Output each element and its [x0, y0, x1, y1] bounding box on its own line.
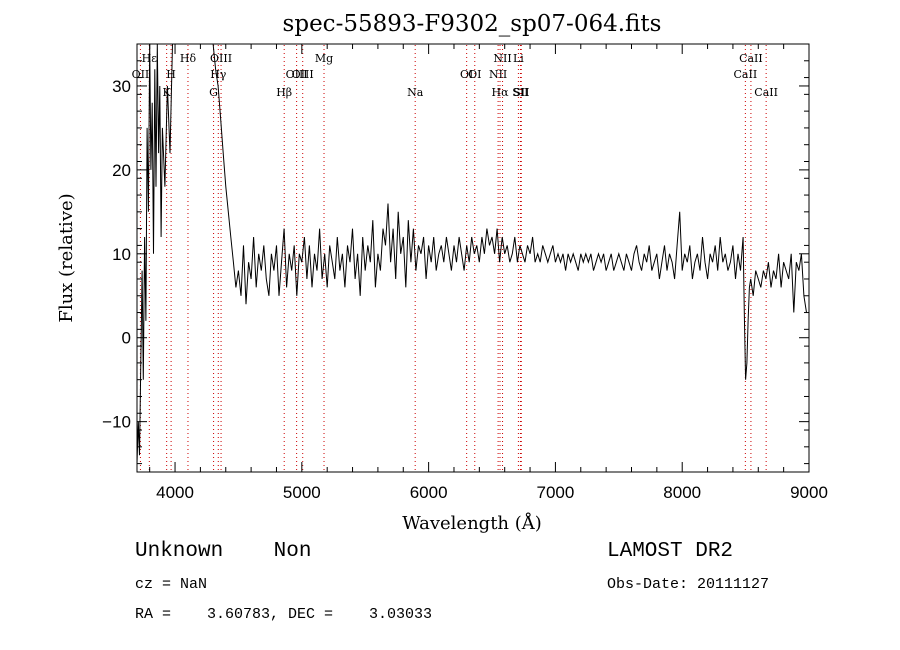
line-label: Li [513, 52, 524, 65]
line-label: Hα [491, 86, 509, 99]
survey-name: LAMOST DR2 [607, 540, 734, 563]
y-tick-label: 30 [112, 77, 131, 96]
x-tick-label: 5000 [283, 483, 321, 502]
line-label: Hβ [276, 86, 292, 99]
spectral-line-markers [139, 45, 767, 471]
line-label: CaII [754, 86, 778, 99]
line-label: OI [468, 68, 481, 81]
object-class: Unknown Non [135, 540, 312, 563]
line-label: OIII [210, 52, 232, 65]
x-tick-label: 9000 [790, 483, 828, 502]
plot-frame [136, 43, 810, 473]
x-axis-label: Wavelength (Å) [402, 512, 542, 534]
line-label: Hδ [180, 52, 197, 65]
line-label: SII [513, 86, 529, 99]
spectrum-line [136, 43, 807, 464]
line-label: H [166, 68, 176, 81]
chart-title: spec-55893-F9302_sp07-064.fits [283, 11, 662, 37]
line-label: G [209, 86, 218, 99]
x-tick-label: 4000 [156, 483, 194, 502]
line-label: OIII [292, 68, 314, 81]
line-label: Hγ [210, 68, 227, 81]
y-axis-label: Flux (relative) [56, 193, 77, 322]
line-label: Mg [315, 52, 333, 65]
coordinates: RA = 3.60783, DEC = 3.03033 [135, 606, 433, 623]
observation-date: Obs-Date: 20111127 [607, 576, 770, 593]
line-label: NII [493, 52, 511, 65]
redshift-value: cz = NaN [135, 576, 208, 593]
line-label: CaII [734, 68, 758, 81]
line-label: OII [132, 68, 150, 81]
line-label: OI [460, 68, 473, 81]
x-axis-ticks: 4000 5000 6000 7000 8000 9000 [149, 44, 828, 502]
line-label: CaII [739, 52, 763, 65]
y-tick-label: −10 [102, 413, 131, 432]
line-label: Na [407, 86, 424, 99]
x-tick-label: 8000 [663, 483, 701, 502]
x-tick-label: 6000 [410, 483, 448, 502]
line-label: NII [489, 68, 507, 81]
y-tick-label: 0 [122, 329, 131, 348]
y-axis-ticks: −10 0 10 20 30 [102, 43, 809, 465]
y-tick-label: 20 [112, 161, 131, 180]
x-tick-label: 7000 [537, 483, 575, 502]
line-label: OIII [286, 68, 308, 81]
line-label: SII [512, 86, 528, 99]
y-tick-label: 10 [112, 245, 131, 264]
